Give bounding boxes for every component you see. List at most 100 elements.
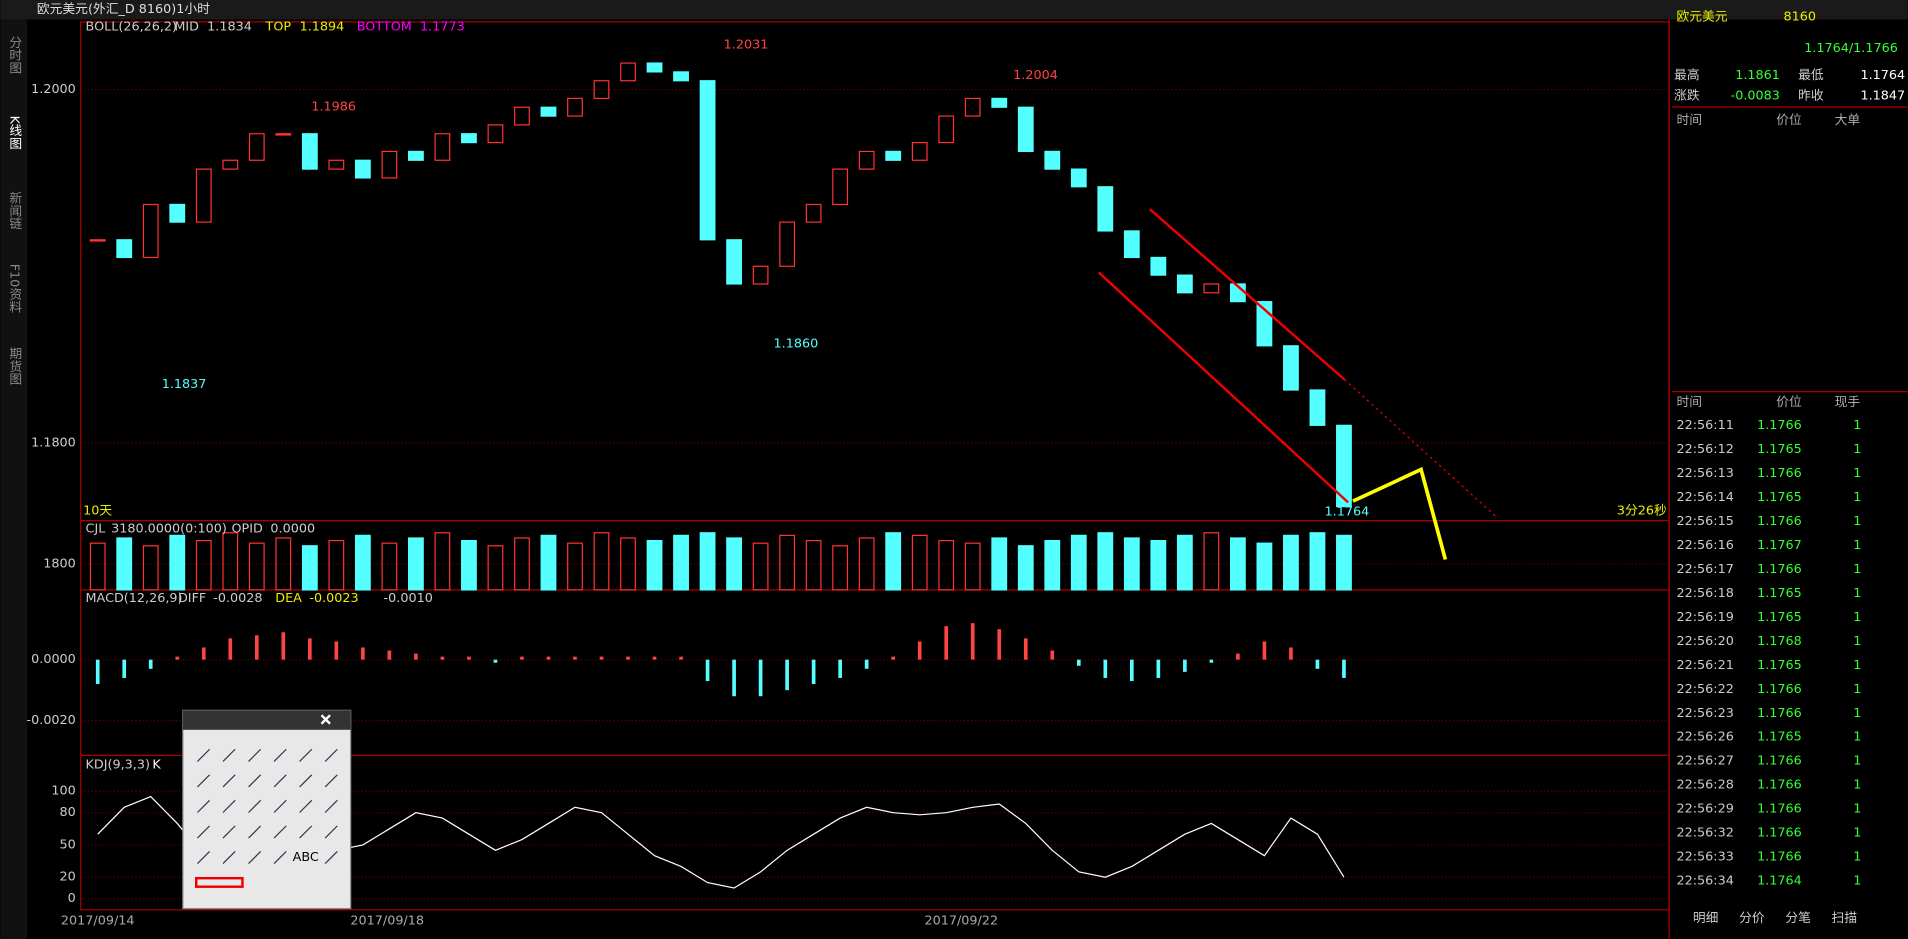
tick-cell: 1 xyxy=(1853,466,1861,481)
tool-icon[interactable] xyxy=(324,825,338,839)
volume-label: CJL xyxy=(86,522,107,537)
candle xyxy=(752,265,769,285)
tick-cell: 22:56:33 xyxy=(1676,850,1733,865)
volume-bar xyxy=(1203,532,1220,591)
quote-stat: 1.1847 xyxy=(1860,89,1905,104)
tool-icon[interactable] xyxy=(273,799,287,813)
tab[interactable]: 分笔 xyxy=(1785,910,1811,926)
tool-icon[interactable] xyxy=(324,850,338,865)
volume-bar xyxy=(540,534,557,591)
volume-bar xyxy=(1283,534,1299,591)
tool-icon[interactable] xyxy=(197,748,211,762)
tab[interactable]: 扫描 xyxy=(1832,911,1858,926)
tool-icon[interactable] xyxy=(197,799,211,813)
volume-bar xyxy=(1229,537,1246,591)
tool-icon[interactable] xyxy=(222,825,236,839)
tick-cell: 1.1766 xyxy=(1757,802,1802,817)
candle xyxy=(195,168,212,223)
side-tab[interactable]: F10资料 xyxy=(6,264,21,314)
tick-cell: 1 xyxy=(1853,706,1861,721)
table-header: 时间 xyxy=(1676,395,1702,410)
volume-bar xyxy=(567,542,583,591)
tool-icon[interactable] xyxy=(248,799,262,813)
tool-icon[interactable] xyxy=(324,748,338,762)
y-tick-label: -0.0020 xyxy=(27,713,76,728)
candle xyxy=(222,159,239,170)
candle xyxy=(1283,345,1299,391)
boll-label: BOLL(26,26,2) xyxy=(86,19,178,34)
tick-cell: 1.1766 xyxy=(1757,514,1802,529)
drawing-palette[interactable]: ABC xyxy=(182,709,352,910)
candle xyxy=(938,115,955,144)
tick-cell: 22:56:12 xyxy=(1676,442,1733,457)
candle xyxy=(832,168,849,206)
tool-icon[interactable] xyxy=(273,850,287,865)
tick-cell: 22:56:34 xyxy=(1676,873,1733,888)
volume-bar xyxy=(487,545,504,591)
tool-icon[interactable] xyxy=(222,850,236,865)
tool-icon[interactable] xyxy=(273,825,287,839)
tool-icon[interactable] xyxy=(197,774,211,788)
tick-cell: 22:56:19 xyxy=(1676,610,1733,625)
volume-bar xyxy=(726,537,742,591)
tool-icon[interactable] xyxy=(273,748,287,762)
tool-icon[interactable] xyxy=(222,774,236,788)
tool-icon[interactable] xyxy=(299,799,313,813)
side-tab[interactable]: 分时图 xyxy=(6,36,21,75)
tool-icon[interactable] xyxy=(324,774,338,788)
tool-icon[interactable] xyxy=(299,774,313,788)
countdown-label: 3分26秒 xyxy=(1617,503,1667,518)
candle xyxy=(779,221,796,267)
quote-stat: 涨跌 xyxy=(1674,88,1700,104)
volume-bar xyxy=(1256,542,1273,591)
candle xyxy=(1097,186,1114,232)
tool-icon[interactable] xyxy=(273,774,287,788)
candle xyxy=(434,133,451,161)
volume-bar xyxy=(195,539,212,591)
palette-box xyxy=(182,709,352,910)
side-tab[interactable]: K线图 xyxy=(6,116,21,150)
tab[interactable]: 分价 xyxy=(1739,911,1765,926)
tick-cell: 1 xyxy=(1853,754,1861,769)
volume-bar xyxy=(407,537,424,591)
tool-icon[interactable] xyxy=(248,850,262,865)
tick-cell: 1.1765 xyxy=(1757,490,1802,505)
tick-cell: 1 xyxy=(1853,562,1861,577)
volume-bar xyxy=(116,537,133,591)
candle xyxy=(858,150,875,170)
side-tab[interactable]: 期货图 xyxy=(6,347,21,386)
volume-bar xyxy=(514,537,530,591)
tool-icon[interactable] xyxy=(248,774,262,788)
candle xyxy=(169,203,186,223)
tool-icon[interactable] xyxy=(324,799,338,813)
tick-cell: 22:56:11 xyxy=(1676,418,1733,433)
tool-icon[interactable] xyxy=(197,850,211,865)
tool-icon[interactable] xyxy=(299,825,313,839)
plot-area: 1.1800 1.2000 BOLL(26,26,2)MID 1.1834 TOP 1.1… xyxy=(27,19,1670,928)
tool-icon[interactable] xyxy=(248,825,262,839)
line-style[interactable] xyxy=(195,876,244,888)
price-annotation: 1.2004 xyxy=(1013,68,1058,83)
palette-text[interactable]: ABC xyxy=(293,850,319,865)
candle xyxy=(885,150,902,161)
tool-icon[interactable] xyxy=(222,799,236,813)
tick-cell: 1 xyxy=(1853,634,1861,649)
tool-icon[interactable] xyxy=(222,748,236,762)
macd-label: DIFF xyxy=(178,591,206,606)
volume-bar xyxy=(434,532,451,591)
volume-bar xyxy=(938,539,955,591)
tool-icon[interactable] xyxy=(197,825,211,839)
macd-label: -0.0023 xyxy=(309,591,358,606)
tab[interactable]: 明细 xyxy=(1693,911,1719,926)
tool-icon[interactable] xyxy=(299,748,313,762)
tool-icon[interactable] xyxy=(248,748,262,762)
tick-cell: 22:56:27 xyxy=(1676,754,1733,769)
side-tab[interactable]: 新闻链 xyxy=(6,191,21,232)
tick-cell: 1 xyxy=(1853,658,1861,673)
close-button[interactable] xyxy=(320,714,331,725)
volume-bar xyxy=(1097,532,1114,591)
y-tick-label: 80 xyxy=(60,805,76,820)
candle xyxy=(142,203,159,259)
